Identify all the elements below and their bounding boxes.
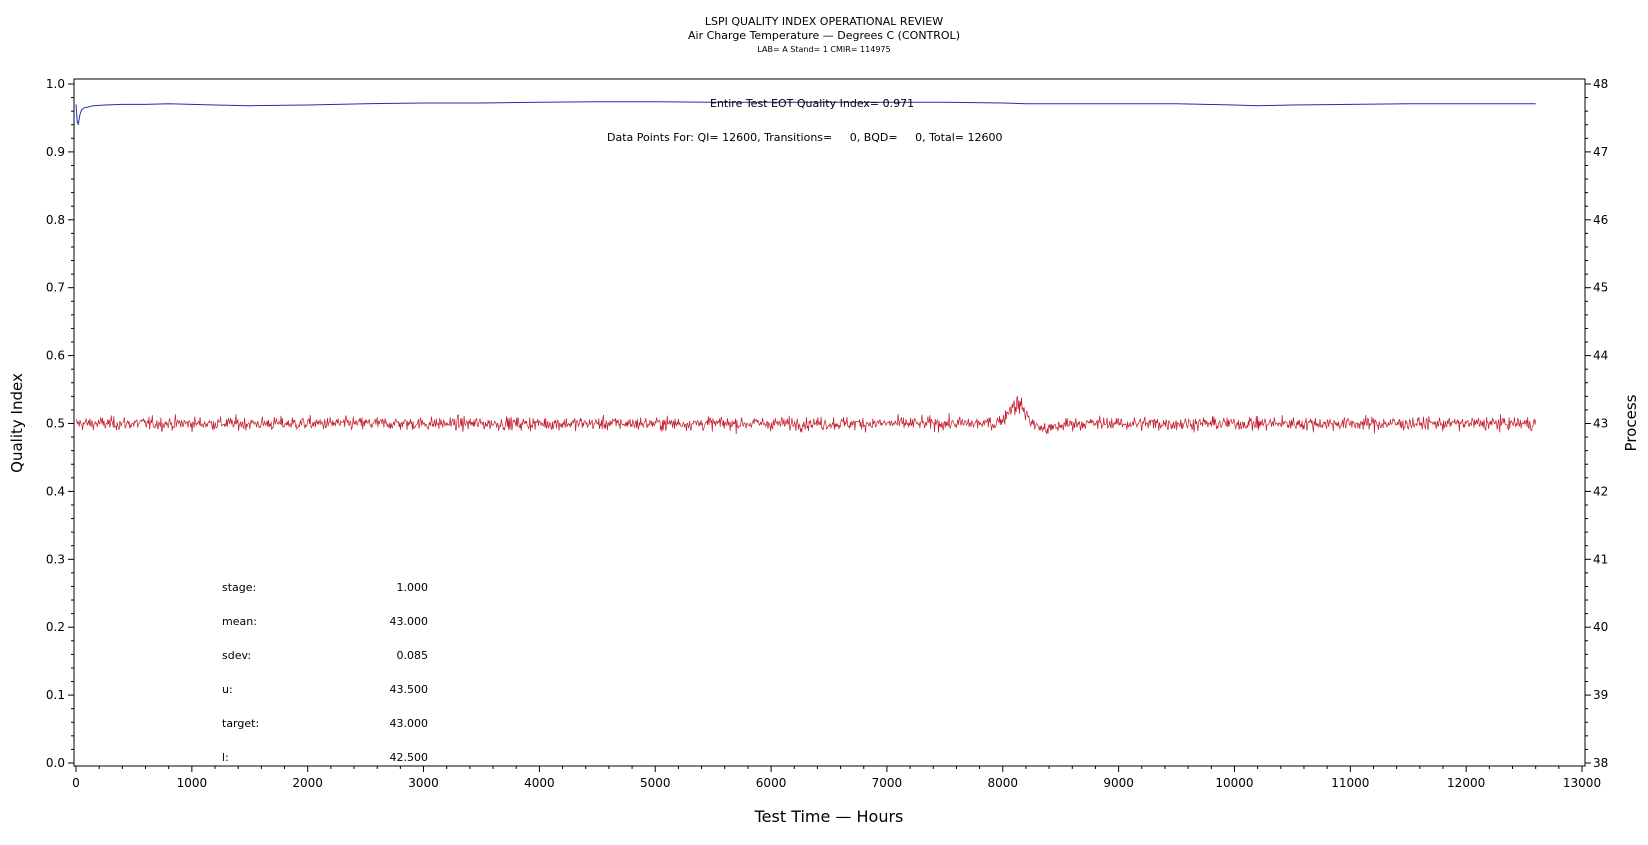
stat-label: stage: [222,581,256,594]
y-right-tick-label: 39 [1593,688,1608,702]
series-process [75,396,1537,435]
stat-label: sdev: [222,649,251,662]
x-tick-label: 8000 [987,776,1018,790]
x-axis: 0 1000 2000 3000 4000 5000 6000 7000 8000 9000 100… [72,766,1601,790]
y-left-tick-label: 0.2 [46,620,65,634]
series-line-process [75,396,1537,435]
y-left-tick-label: 0.8 [46,213,65,227]
y-right-tick-label: 47 [1593,145,1608,159]
y-right-tick-label: 41 [1593,552,1608,566]
y-right-tick-label: 44 [1593,349,1608,363]
y-left-tick-label: 1.0 [46,77,65,91]
chart-subtitle-2: LAB= A Stand= 1 CMIR= 114975 [757,45,890,54]
y-left-tick-label: 0.5 [46,417,65,431]
x-tick-label: 10000 [1215,776,1253,790]
stat-label: target: [222,717,259,730]
chart-title: LSPI QUALITY INDEX OPERATIONAL REVIEW [705,15,943,28]
y-right-tick-label: 38 [1593,756,1608,770]
x-tick-label: 1000 [177,776,208,790]
x-tick-label: 4000 [524,776,555,790]
stat-value: 0.085 [397,649,429,662]
stat-value: 43.000 [390,615,429,628]
plot-frame [73,78,1586,767]
stat-label: u: [222,683,233,696]
annotation-qi: Entire Test EOT Quality Index= 0.971 [710,97,914,110]
y-right-tick-label: 40 [1593,620,1608,634]
y-left-tick-label: 0.7 [46,281,65,295]
series-quality-index [75,101,1536,125]
chart-subtitle: Air Charge Temperature — Degrees C (CONT… [688,29,960,42]
stat-value: 1.000 [397,581,429,594]
y-right-tick-label: 45 [1593,281,1608,295]
stat-label: l: [222,751,229,764]
y-left-tick-label: 0.6 [46,349,65,363]
y-axis-right: 38 39 40 41 42 43 44 45 46 47 48 [1585,77,1608,770]
y-axis-left: 0.0 0.1 0.2 0.3 0.4 0.5 0.6 0.7 0.8 0.9 1.0 [46,77,74,770]
series-line-quality-index [75,101,1536,125]
stat-value: 42.500 [390,751,429,764]
x-tick-label: 2000 [292,776,323,790]
y-left-tick-label: 0.1 [46,688,65,702]
y-axis-label-left: Quality Index [8,373,26,473]
x-tick-label: 5000 [640,776,671,790]
y-left-tick-label: 0.9 [46,145,65,159]
stats-block: stage: 1.000 mean: 43.000 sdev: 0.085 u:… [222,581,428,764]
stat-label: mean: [222,615,257,628]
annotation-data-points: Data Points For: QI= 12600, Transitions=… [607,131,1002,144]
x-tick-label: 11000 [1331,776,1369,790]
x-tick-label: 0 [72,776,80,790]
y-right-tick-label: 48 [1593,77,1608,91]
x-axis-label: Test Time — Hours [754,807,904,826]
y-right-tick-label: 43 [1593,417,1608,431]
stat-value: 43.000 [390,717,429,730]
y-right-tick-label: 46 [1593,213,1608,227]
x-tick-label: 12000 [1447,776,1485,790]
y-left-tick-label: 0.0 [46,756,65,770]
y-right-tick-label: 42 [1593,484,1608,498]
x-tick-label: 3000 [408,776,439,790]
y-left-tick-label: 0.3 [46,552,65,566]
x-tick-label: 7000 [872,776,903,790]
x-tick-label: 13000 [1563,776,1601,790]
y-axis-label-right: Process [1622,394,1640,451]
y-left-tick-label: 0.4 [46,484,65,498]
x-tick-label: 9000 [1103,776,1134,790]
x-tick-label: 6000 [756,776,787,790]
stat-value: 43.500 [390,683,429,696]
